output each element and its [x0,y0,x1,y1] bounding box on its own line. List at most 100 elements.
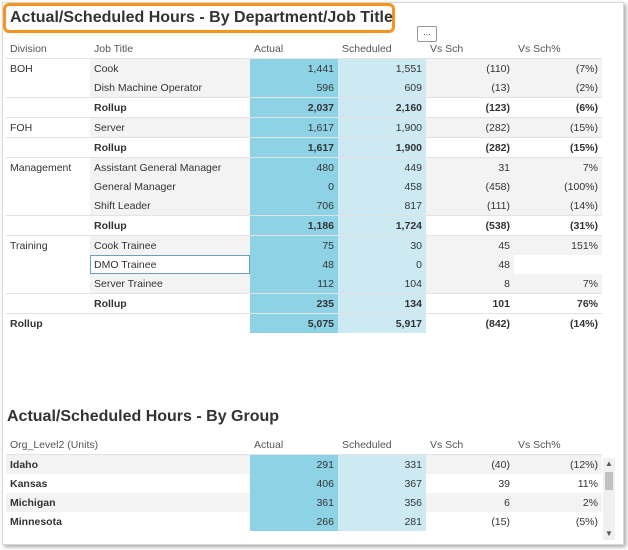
vs-sch-cell: (282) [426,117,514,138]
actual-cell: 2,037 [250,97,338,118]
rollup-row[interactable]: Rollup 2,037 2,160 (123) (6%) [6,97,602,118]
report-panel: Actual/Scheduled Hours - By Department/J… [2,2,624,545]
vs-sch-cell: 39 [498,477,510,490]
scheduled-cell: 1,551 [338,58,426,78]
rollup-row[interactable]: Rollup 235 134 101 76% [6,293,602,314]
table-row[interactable]: DMO Trainee 48 0 48 [6,255,602,274]
table-row[interactable]: Server Trainee 112 104 8 7% [6,274,602,294]
col-scheduled[interactable]: Scheduled [342,438,392,451]
table-row[interactable]: Minnesota 266 281 (15) (5%) [6,512,602,531]
col-org-level2[interactable]: Org_Level2 (Units) [10,438,99,451]
vs-sch-pct-cell: 7% [514,157,602,177]
scheduled-cell: 1,900 [338,137,426,158]
vs-sch-cell: 8 [426,274,514,294]
scheduled-cell: 1,900 [338,117,426,138]
scheduled-cell: 817 [338,196,426,216]
col-vs-sch-pct[interactable]: Vs Sch% [518,42,561,55]
job-title-cell: Dish Machine Operator [90,78,250,98]
total-vs-sch: (842) [426,313,514,333]
scheduled-cell: 1,724 [338,215,426,236]
report-title-dept-job: Actual/Scheduled Hours - By Department/J… [3,3,395,33]
division-cell: Training [6,235,90,255]
table-header-row: Org_Level2 (Units) Actual Scheduled Vs S… [6,435,602,455]
table-row[interactable]: General Manager 0 458 (458) (100%) [6,177,602,196]
col-job-title[interactable]: Job Title [94,42,134,55]
grand-total-row[interactable]: Rollup 5,075 5,917 (842) (14%) [6,313,602,333]
table-row[interactable]: Training Cook Trainee 75 30 45 151% [6,235,602,255]
col-vs-sch[interactable]: Vs Sch [430,42,464,55]
actual-cell: 706 [250,196,338,216]
actual-cell: 75 [250,235,338,255]
division-cell [6,177,90,196]
table-row[interactable]: Shift Leader 706 817 (111) (14%) [6,196,602,216]
division-cell: BOH [6,58,90,78]
vs-sch-cell: (110) [426,58,514,78]
vs-sch-cell: (458) [426,177,514,196]
division-cell [6,274,90,294]
more-options-button[interactable]: ... [417,26,437,42]
col-vs-sch-pct[interactable]: Vs Sch% [518,438,561,451]
scheduled-cell: 2,160 [338,97,426,118]
actual-cell: 1,617 [250,137,338,158]
vs-sch-pct-cell: 151% [514,235,602,255]
actual-cell: 235 [250,293,338,314]
job-title-cell: Assistant General Manager [90,157,250,177]
scheduled-cell: 104 [338,274,426,294]
scroll-up-icon[interactable]: ▲ [605,459,613,468]
scheduled-cell: 0 [338,255,426,274]
vs-sch-cell: 101 [426,293,514,314]
table-row[interactable]: Dish Machine Operator 596 609 (13) (2%) [6,78,602,98]
job-title-cell: Rollup [90,137,250,158]
table-header-row: Division Job Title Actual Scheduled Vs S… [6,39,602,59]
vs-sch-cell: 31 [426,157,514,177]
vs-sch-pct-cell: (14%) [514,196,602,216]
actual-cell: 1,441 [250,58,338,78]
vs-sch-pct-cell [514,255,602,274]
col-vs-sch[interactable]: Vs Sch [430,438,464,451]
table-row[interactable]: Management Assistant General Manager 480… [6,157,602,177]
col-actual[interactable]: Actual [254,438,284,451]
vertical-scrollbar[interactable]: ▲ ▼ [603,458,615,540]
col-division[interactable]: Division [10,42,47,55]
division-cell [6,215,90,236]
vs-sch-pct-cell: 76% [514,293,602,314]
table-row[interactable]: Kansas 406 367 39 11% [6,474,602,493]
vs-sch-pct-cell: 2% [514,493,602,512]
job-title-cell: Rollup [90,215,250,236]
actual-cell: 361 [250,493,338,512]
scheduled-cell: 449 [338,157,426,177]
actual-cell: 0 [250,177,338,196]
job-title-cell: Cook [90,58,250,78]
division-cell [6,196,90,216]
scroll-down-icon[interactable]: ▼ [605,529,613,538]
rollup-row[interactable]: Rollup 1,617 1,900 (282) (15%) [6,137,602,158]
vs-sch-cell: (538) [426,215,514,236]
group-table: Org_Level2 (Units) Actual Scheduled Vs S… [6,435,602,531]
table-row[interactable]: Michigan 361 356 6 2% [6,493,602,512]
total-vs-sch-pct: (14%) [514,313,602,333]
vs-sch-cell: 45 [426,235,514,255]
vs-sch-pct-cell: (15%) [514,117,602,138]
actual-cell: 291 [250,454,338,474]
scheduled-cell: 134 [338,293,426,314]
total-label: Rollup [6,313,90,333]
vs-sch-pct-cell: (7%) [514,58,602,78]
actual-cell: 480 [250,157,338,177]
table-row[interactable]: Idaho 291 331 (40) (12%) [6,454,602,474]
scheduled-cell: 30 [338,235,426,255]
actual-cell: 48 [250,255,338,274]
col-scheduled[interactable]: Scheduled [342,42,392,55]
vs-sch-cell: (15) [491,515,510,528]
scheduled-cell: 458 [338,177,426,196]
table-row[interactable]: BOH Cook 1,441 1,551 (110) (7%) [6,58,602,78]
table-row[interactable]: FOH Server 1,617 1,900 (282) (15%) [6,117,602,138]
vs-sch-cell: (111) [426,196,514,216]
scheduled-cell: 356 [338,493,426,512]
col-actual[interactable]: Actual [254,42,284,55]
dept-job-table: Division Job Title Actual Scheduled Vs S… [6,39,602,333]
job-title-cell-selected[interactable]: DMO Trainee [90,255,250,274]
rollup-row[interactable]: Rollup 1,186 1,724 (538) (31%) [6,215,602,236]
job-title-cell: Server [90,117,250,138]
scrollbar-thumb[interactable] [605,472,613,490]
total-scheduled: 5,917 [338,313,426,333]
